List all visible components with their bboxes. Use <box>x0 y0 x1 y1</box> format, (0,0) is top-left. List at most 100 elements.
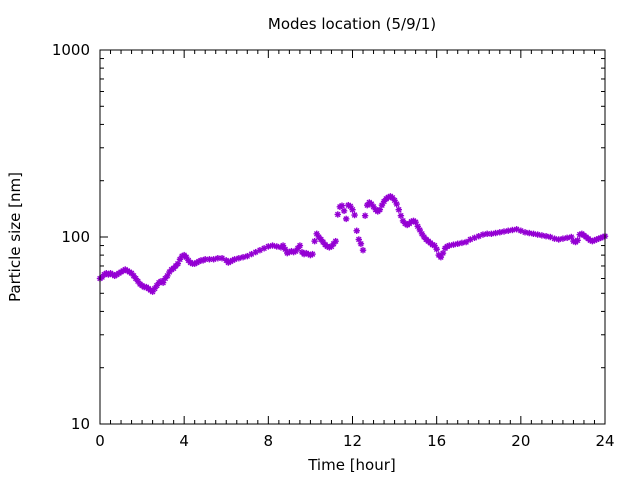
data-point <box>496 229 503 236</box>
data-point <box>437 253 445 261</box>
marker-stroke <box>206 256 213 263</box>
marker-stroke <box>480 231 486 238</box>
data-point <box>534 231 541 238</box>
data-point <box>574 237 581 244</box>
marker-stroke <box>543 233 549 239</box>
x-axis-ticks <box>99 50 606 424</box>
marker-stroke <box>547 234 554 240</box>
data-point <box>334 211 341 218</box>
data-point <box>542 232 550 240</box>
marker-stroke <box>564 235 570 241</box>
marker-stroke <box>202 256 209 263</box>
x-axis-label: Time [hour] <box>307 456 396 474</box>
marker-stroke <box>530 231 537 237</box>
data-point <box>483 230 491 238</box>
marker-stroke <box>311 238 318 244</box>
data-point <box>235 255 243 262</box>
data-point <box>357 240 365 247</box>
marker-stroke <box>551 235 558 242</box>
marker-stroke <box>313 231 320 237</box>
data-point <box>509 226 516 234</box>
data-point <box>530 230 537 238</box>
x-axis-tick-labels: 0 4 8 12 16 20 24 <box>95 432 614 450</box>
data-point <box>393 200 400 208</box>
marker-stroke <box>360 247 366 253</box>
data-point <box>462 238 470 246</box>
marker-stroke <box>280 242 286 249</box>
data-point <box>488 230 495 238</box>
data-point <box>206 256 213 263</box>
marker-stroke <box>334 211 341 218</box>
data-point <box>332 237 339 245</box>
data-point <box>439 249 447 257</box>
marker-stroke <box>130 273 137 279</box>
marker-stroke <box>568 234 575 240</box>
marker-stroke <box>431 242 438 249</box>
data-point <box>479 231 487 238</box>
marker-stroke <box>560 235 566 242</box>
data-point <box>296 242 304 249</box>
marker-stroke <box>297 242 303 249</box>
x-tick-label: 16 <box>427 432 446 450</box>
y-axis-ticks <box>100 49 605 425</box>
marker-stroke <box>534 231 541 238</box>
marker-stroke <box>370 204 377 210</box>
y-tick-label: 1000 <box>52 41 90 59</box>
marker-stroke <box>309 251 316 257</box>
data-point <box>309 250 316 258</box>
marker-stroke <box>368 201 375 207</box>
marker-stroke <box>269 242 276 249</box>
marker-stroke <box>273 243 280 250</box>
marker-stroke <box>339 202 345 209</box>
marker-stroke <box>183 254 190 260</box>
x-tick-label: 4 <box>179 432 189 450</box>
data-point <box>500 228 508 235</box>
marker-stroke <box>347 203 354 210</box>
marker-stroke <box>412 219 419 225</box>
marker-stroke <box>128 270 135 277</box>
marker-stroke <box>132 275 139 282</box>
marker-stroke <box>496 229 503 236</box>
marker-stroke <box>488 231 495 237</box>
data-point <box>395 206 402 213</box>
marker-stroke <box>440 250 446 256</box>
marker-stroke <box>492 230 499 236</box>
marker-stroke <box>522 229 528 236</box>
data-point <box>505 227 512 234</box>
marker-stroke <box>318 236 324 243</box>
data-point <box>551 235 558 242</box>
data-point <box>433 246 440 253</box>
x-tick-label: 0 <box>95 432 105 450</box>
marker-stroke <box>389 195 396 201</box>
marker-stroke <box>358 240 364 247</box>
marker-stroke <box>505 227 512 234</box>
marker-stroke <box>518 227 524 234</box>
marker-stroke <box>135 278 141 285</box>
data-point <box>340 207 348 215</box>
data-point <box>397 212 405 219</box>
data-point <box>359 246 367 254</box>
marker-stroke <box>539 232 545 239</box>
marker-stroke <box>433 246 440 253</box>
data-point <box>351 211 358 219</box>
marker-stroke <box>555 236 562 243</box>
marker-stroke <box>501 228 507 235</box>
data-point <box>214 255 222 262</box>
marker-stroke <box>419 231 425 237</box>
marker-stroke <box>526 230 533 236</box>
marker-stroke <box>400 218 406 224</box>
data-point <box>361 212 369 219</box>
data-point <box>563 234 571 242</box>
y-axis-label: Particle size [nm] <box>6 172 24 302</box>
y-axis-tick-labels: 10 100 1000 <box>52 41 90 433</box>
marker-stroke <box>282 246 288 253</box>
marker-stroke <box>356 236 362 243</box>
plot-frame <box>99 49 606 425</box>
x-tick-label: 12 <box>343 432 362 450</box>
marker-stroke <box>391 197 398 204</box>
marker-stroke <box>332 238 339 244</box>
y-tick-label: 10 <box>71 415 90 433</box>
data-point <box>559 235 567 242</box>
data-point <box>342 215 350 223</box>
